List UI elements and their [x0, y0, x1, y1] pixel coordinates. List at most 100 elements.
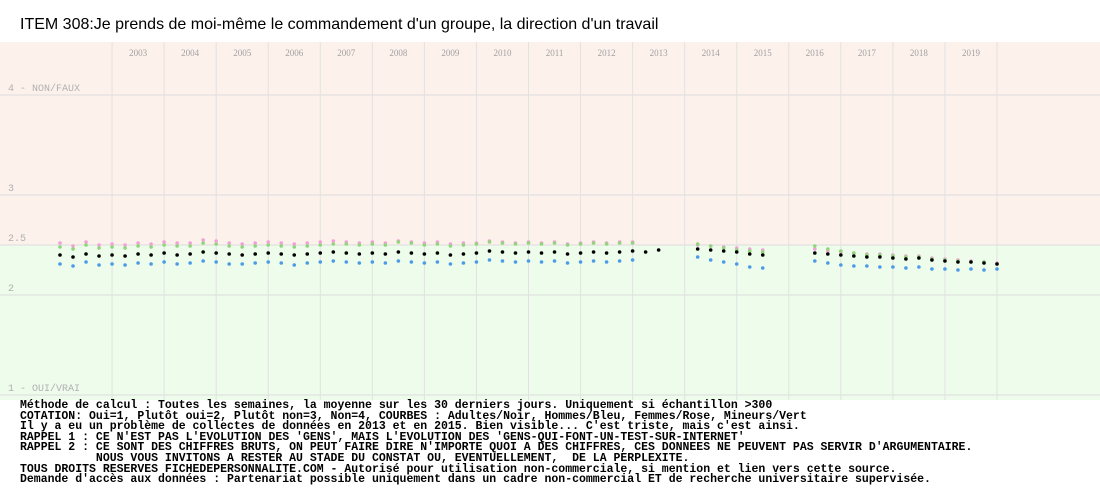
point [721, 260, 726, 264]
point [565, 252, 570, 256]
point [839, 263, 843, 267]
point [435, 251, 440, 255]
x-tick-label: 2015 [754, 48, 773, 58]
point [201, 241, 205, 245]
point [240, 245, 244, 249]
chart-title: ITEM 308:Je prends de moi-même le comman… [20, 16, 658, 33]
point [448, 244, 453, 248]
point [904, 266, 908, 270]
point [292, 263, 297, 267]
point [813, 251, 817, 255]
point [344, 251, 349, 255]
point [474, 260, 479, 264]
point [708, 248, 713, 252]
point [760, 253, 765, 257]
x-tick-label: 2006 [285, 48, 304, 58]
point [565, 261, 570, 265]
point [188, 252, 192, 256]
point [708, 244, 713, 248]
background-lower [0, 245, 1100, 400]
point [591, 241, 596, 245]
x-tick-label: 2003 [129, 48, 148, 58]
y-tick-label: 3 [8, 184, 14, 195]
point [995, 267, 999, 271]
point [487, 249, 492, 253]
point [630, 241, 635, 245]
point [292, 245, 297, 249]
point [956, 268, 960, 272]
point [175, 241, 179, 245]
point [149, 253, 153, 257]
point [578, 242, 583, 246]
point [331, 242, 336, 246]
point [630, 249, 635, 253]
y-tick-label: 1 - OUI/VRAI [8, 383, 80, 395]
point [552, 250, 557, 254]
x-tick-label: 2016 [806, 48, 825, 58]
point [852, 254, 856, 258]
note-line: RAPPEL 1 : CE N'EST PAS L'EVOLUTION DES … [20, 430, 745, 444]
point [474, 242, 479, 246]
point [97, 254, 101, 258]
point [331, 250, 336, 254]
point [162, 251, 166, 255]
x-tick-label: 2010 [493, 48, 512, 58]
point [995, 262, 999, 266]
point [604, 260, 609, 264]
point [435, 242, 440, 246]
point [214, 260, 218, 264]
point [58, 245, 62, 249]
point [747, 252, 752, 256]
point [370, 260, 375, 264]
point [123, 263, 127, 267]
point [97, 243, 101, 247]
point [266, 243, 271, 247]
point [357, 252, 362, 256]
point [747, 249, 752, 253]
point [240, 262, 244, 266]
point [396, 240, 401, 244]
point [865, 255, 869, 259]
point [539, 242, 544, 246]
point [409, 251, 414, 255]
point [370, 242, 375, 246]
point [162, 240, 166, 244]
point [149, 262, 153, 266]
x-tick-label: 2013 [650, 48, 669, 58]
point [123, 246, 127, 250]
note-line: Il y a eu un problème de collectes de do… [20, 420, 800, 434]
point [214, 239, 218, 243]
point [813, 259, 817, 263]
point [878, 255, 882, 259]
point [136, 261, 140, 265]
point [318, 260, 323, 264]
point [175, 253, 179, 257]
note-line: RAPPEL 2 : CE SONT DES CHIFFRES BRUTS, O… [20, 441, 973, 455]
point [279, 261, 284, 265]
point [84, 240, 88, 244]
point [253, 261, 258, 265]
point [305, 244, 310, 248]
x-tick-label: 2012 [598, 48, 616, 58]
point [565, 243, 570, 247]
point [279, 252, 284, 256]
point [826, 261, 830, 265]
point [852, 251, 856, 255]
x-tick-label: 2007 [337, 48, 356, 58]
point [71, 264, 75, 268]
point [930, 267, 934, 271]
point [422, 261, 427, 265]
point [891, 265, 895, 269]
point [266, 260, 271, 264]
y-tick-label: 2 [8, 284, 14, 295]
point [97, 263, 101, 267]
point [591, 259, 596, 263]
point [227, 262, 231, 266]
point [904, 257, 908, 261]
point [71, 244, 75, 248]
point [656, 248, 661, 252]
point [162, 243, 166, 247]
point [110, 242, 114, 246]
note-line: NOUS VOUS INVITONS A RESTER AU STADE DU … [20, 451, 690, 465]
point [513, 251, 518, 255]
